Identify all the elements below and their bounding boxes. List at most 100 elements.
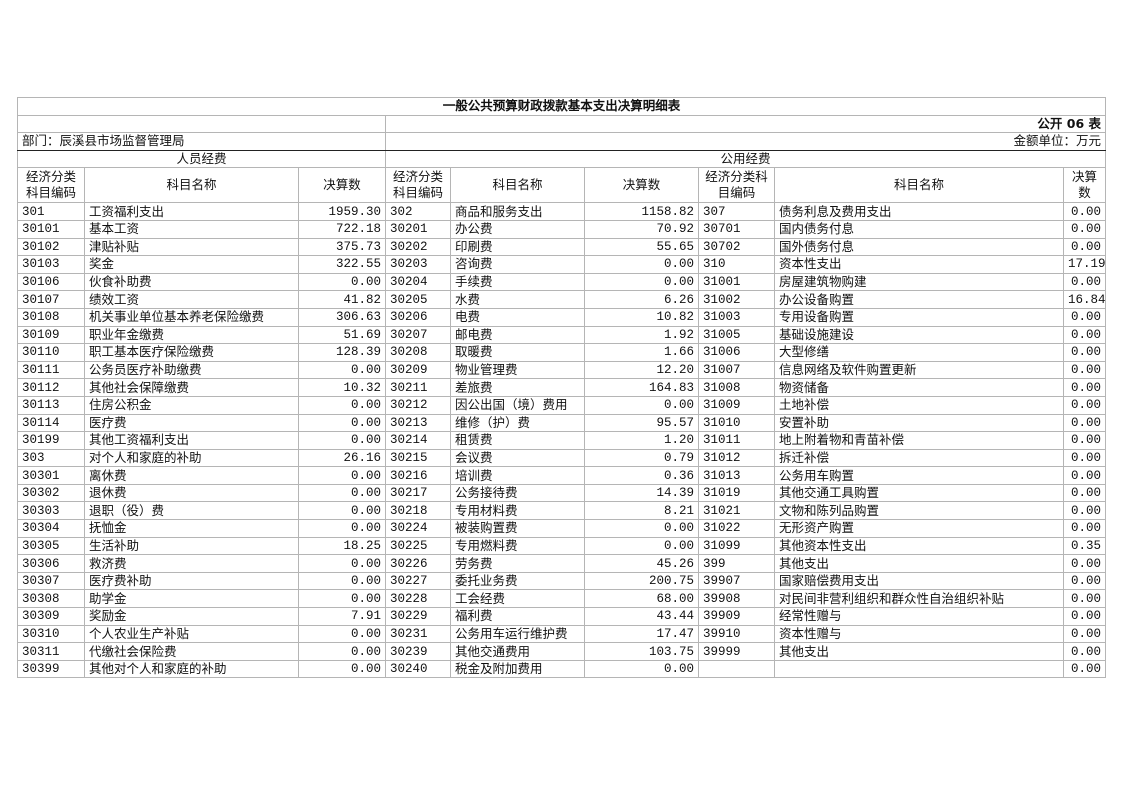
cell-amount: 0.00 — [1063, 395, 1106, 415]
cell-name: 医疗费 — [84, 413, 299, 433]
unit-label: 金额单位：万元 — [385, 132, 1106, 151]
cell-code: 30399 — [17, 659, 85, 679]
cell-code: 30110 — [17, 343, 85, 362]
cell-code: 30702 — [698, 237, 775, 257]
cell-name: 维修（护）费 — [450, 413, 585, 433]
table-row: 30309 奖励金 7.91 30229 福利费 43.44 39909 经常性赠与 0.00 — [17, 607, 1106, 626]
cell-amount: 200.75 — [584, 571, 699, 591]
table-row: 30103 奖金 322.55 30203 咨询费 0.00 310 资本性支出 17.19 — [17, 255, 1106, 274]
cell-name: 住房公积金 — [84, 395, 299, 415]
header-code: 经济分类科目编码 — [698, 167, 775, 204]
cell-amount: 0.00 — [1063, 219, 1106, 239]
table-row: 30303 退职（役）费 0.00 30218 专用材料费 8.21 31021 文物和陈列品… — [17, 501, 1106, 521]
header-name: 科目名称 — [774, 167, 1064, 204]
cell-amount: 0.00 — [1063, 237, 1106, 257]
cell-code: 30309 — [17, 607, 85, 626]
table-row: 30301 离休费 0.00 30216 培训费 0.36 31013 公务用车购置 0.00 — [17, 466, 1106, 485]
cell-code: 30308 — [17, 589, 85, 609]
cell-amount: 0.00 — [1063, 607, 1106, 626]
cell-name: 税金及附加费用 — [450, 659, 585, 679]
table-row: 30112 其他社会保障缴费 10.32 30211 差旅费 164.83 31008 物资储… — [17, 378, 1106, 397]
cell-name: 其他支出 — [774, 554, 1064, 573]
table-title: 一般公共预算财政拨款基本支出决算明细表 — [17, 97, 1106, 116]
cell-code: 30202 — [385, 237, 451, 257]
cell-code: 30213 — [385, 413, 451, 433]
cell-code: 30227 — [385, 571, 451, 591]
cell-name — [774, 659, 1064, 679]
cell-name: 因公出国（境）费用 — [450, 395, 585, 415]
cell-code: 39910 — [698, 624, 775, 644]
cell-name: 医疗费补助 — [84, 571, 299, 591]
cell-name: 其他社会保障缴费 — [84, 378, 299, 397]
cell-name: 其他支出 — [774, 642, 1064, 661]
cell-code: 39909 — [698, 607, 775, 626]
table-row: 30310 个人农业生产补贴 0.00 30231 公务用车运行维护费 17.47 3991… — [17, 624, 1106, 644]
table-row: 30311 代缴社会保险费 0.00 30239 其他交通费用 103.75 39999 其他… — [17, 642, 1106, 661]
cell-code: 30101 — [17, 219, 85, 239]
cell-name: 信息网络及软件购置更新 — [774, 360, 1064, 380]
cell-code: 30226 — [385, 554, 451, 573]
cell-amount: 0.00 — [298, 501, 386, 521]
cell-amount: 0.00 — [298, 272, 386, 292]
cell-code: 39907 — [698, 571, 775, 591]
cell-amount: 0.00 — [1063, 659, 1106, 679]
cell-amount: 0.00 — [298, 413, 386, 433]
cell-code: 30310 — [17, 624, 85, 644]
cell-name: 伙食补助费 — [84, 272, 299, 292]
cell-name: 物资储备 — [774, 378, 1064, 397]
cell-name: 基础设施建设 — [774, 325, 1064, 345]
cell-name: 离休费 — [84, 466, 299, 485]
cell-name: 职工基本医疗保险缴费 — [84, 343, 299, 362]
cell-amount: 0.00 — [584, 536, 699, 556]
table-number: 公开 06 表 — [385, 114, 1106, 134]
cell-name: 房屋建筑物购建 — [774, 272, 1064, 292]
table-row: 30108 机关事业单位基本养老保险缴费 306.63 30206 电费 10.82 310… — [17, 307, 1106, 327]
cell-amount: 0.00 — [298, 395, 386, 415]
cell-code: 399 — [698, 554, 775, 573]
cell-code: 30204 — [385, 272, 451, 292]
cell-code: 30203 — [385, 255, 451, 274]
cell-code: 30231 — [385, 624, 451, 644]
cell-amount: 18.25 — [298, 536, 386, 556]
cell-name: 其他工资福利支出 — [84, 431, 299, 450]
table-row: 30305 生活补助 18.25 30225 专用燃料费 0.00 31099 其他资本性支出… — [17, 536, 1106, 556]
cell-name: 咨询费 — [450, 255, 585, 274]
cell-code: 30209 — [385, 360, 451, 380]
cell-code: 302 — [385, 202, 451, 221]
cell-code: 31008 — [698, 378, 775, 397]
cell-name: 安置补助 — [774, 413, 1064, 433]
cell-name: 取暖费 — [450, 343, 585, 362]
cell-name: 大型修缮 — [774, 343, 1064, 362]
cell-amount: 0.00 — [584, 519, 699, 538]
cell-amount: 0.00 — [1063, 431, 1106, 450]
cell-name: 无形资产购置 — [774, 519, 1064, 538]
cell-name: 被装购置费 — [450, 519, 585, 538]
cell-code: 31010 — [698, 413, 775, 433]
table-row: 303 对个人和家庭的补助 26.16 30215 会议费 0.79 31012 拆迁补偿 0.… — [17, 448, 1106, 468]
cell-amount: 0.00 — [1063, 448, 1106, 468]
cell-amount: 0.00 — [1063, 519, 1106, 538]
cell-code: 30307 — [17, 571, 85, 591]
cell-code: 30205 — [385, 290, 451, 309]
cell-name: 经常性赠与 — [774, 607, 1064, 626]
cell-name: 福利费 — [450, 607, 585, 626]
cell-name: 抚恤金 — [84, 519, 299, 538]
cell-code: 30207 — [385, 325, 451, 345]
cell-name: 公务用车购置 — [774, 466, 1064, 485]
header-code: 经济分类科目编码 — [385, 167, 451, 204]
cell-amount: 0.00 — [584, 255, 699, 274]
cell-amount: 0.00 — [1063, 589, 1106, 609]
cell-name: 手续费 — [450, 272, 585, 292]
cell-name: 奖励金 — [84, 607, 299, 626]
cell-code: 30216 — [385, 466, 451, 485]
cell-name: 其他交通费用 — [450, 642, 585, 661]
cell-name: 拆迁补偿 — [774, 448, 1064, 468]
cell-amount: 17.19 — [1063, 255, 1106, 274]
cell-amount: 14.39 — [584, 483, 699, 503]
cell-amount: 12.20 — [584, 360, 699, 380]
cell-name: 退职（役）费 — [84, 501, 299, 521]
cell-amount: 0.00 — [1063, 413, 1106, 433]
cell-code: 30112 — [17, 378, 85, 397]
cell-code: 31003 — [698, 307, 775, 327]
cell-amount: 1959.30 — [298, 202, 386, 221]
